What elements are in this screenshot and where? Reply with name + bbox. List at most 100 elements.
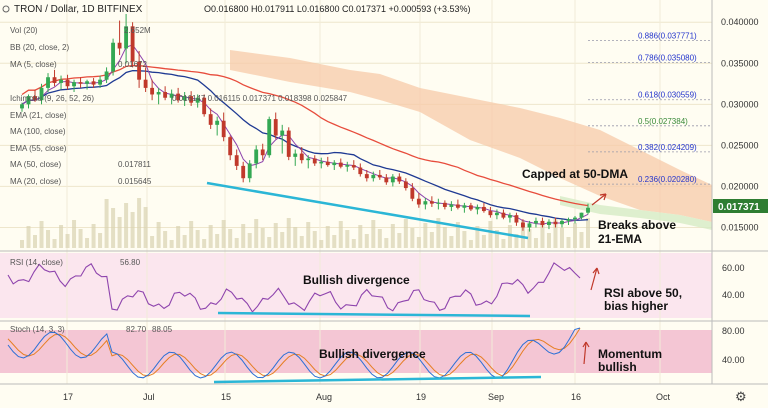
volume-bar [202,239,207,248]
candle-body [325,161,330,166]
candle-body [462,205,467,208]
time-tick-2: 15 [221,392,231,402]
volume-bar [403,219,408,248]
legend-ma5[interactable]: MA (5, close) [10,60,57,69]
legend-ema21[interactable]: EMA (21, close) [10,111,67,120]
fib-label-0: 0.886(0.037771) [638,32,697,41]
cloud-green-area [560,196,712,230]
legend-rsi[interactable]: RSI (14, close) [10,258,63,267]
candle-body [377,174,382,178]
candle-body [501,212,506,218]
legend-ema55[interactable]: EMA (55, close) [10,144,67,153]
candle-body [508,215,512,218]
ma50-line [21,64,589,207]
candle-body [423,201,428,205]
price-tick-2: 0.030000 [721,99,759,109]
collapse-icon[interactable] [2,5,10,13]
volume-bar [46,230,51,248]
volume-bar [455,222,460,248]
volume-bar [189,221,194,248]
candle-body [540,220,545,226]
stoch-k-line [7,327,581,379]
candle-body [573,217,577,220]
settings-gear-icon[interactable]: ⚙ [735,390,747,405]
rsi-line [7,262,581,313]
candle-body [579,212,584,218]
candle-body [247,163,252,179]
annotation-capped: Capped at 50-DMA [522,167,628,181]
price-axis: 0.040000 0.035000 0.030000 0.025000 0.020000… [721,17,759,232]
candle-body [78,82,83,84]
candle-body [586,207,590,213]
candle-body [176,93,181,101]
candle-body [39,87,44,101]
volume-bar [78,229,83,248]
price-tag-label: 0.017371 [718,202,760,213]
candle-body [410,188,415,199]
volume-bar [195,230,200,248]
fib-label-3: 0.5(0.027384) [638,117,688,126]
candle-body [98,79,102,85]
volume-bar [254,219,259,248]
candle-body [319,161,324,164]
volume-bar [221,220,226,248]
stoch-axis-80: 80.00 [722,326,745,336]
stoch-d-line [7,327,581,377]
legend-ma50[interactable]: MA (50, close) [10,160,61,169]
volume-bars [20,198,590,248]
volume-bar [59,225,64,248]
candle-body [436,202,441,204]
time-tick-0: 17 [63,392,73,402]
volume-bar [247,233,252,248]
legend-bb[interactable]: BB (20, close, 2) [10,43,69,52]
candle-body [332,162,337,166]
ma20-line [21,69,589,221]
moving-averages [21,44,589,225]
legend-ma5-val: 0.01672 [118,60,147,69]
volume-bar [527,229,532,248]
candle-body [124,26,129,49]
volume-bar [117,217,122,248]
candle-body [449,204,454,207]
volume-bar [494,230,499,248]
volume-bar [416,237,421,248]
candle-body [169,93,174,98]
legend-ma100[interactable]: MA (100, close) [10,127,66,136]
symbol-title: TRON / Dollar, 1D BITFINEX [14,4,143,15]
volume-bar [364,234,369,248]
candle-body [234,155,239,166]
candle-body [33,96,37,101]
arrow-stoch-head [582,341,590,348]
time-tick-3: Aug [316,392,332,402]
legend-stoch[interactable]: Stoch (14, 3, 3) [10,325,65,334]
volume-bar [481,235,486,248]
fib-label-2: 0.618(0.030559) [638,91,697,100]
annotation-momentum-2: bullish [598,360,637,374]
volume-bar [137,198,142,248]
legend-vol-val: 2.652M [124,26,151,35]
legend-vol[interactable]: Vol (20) [10,26,38,35]
candle-body [130,26,135,62]
candle-body [351,165,356,168]
volume-bar [572,223,577,248]
volume-bar [377,229,382,248]
volume-bar [228,229,233,248]
volume-bar [163,231,168,248]
time-tick-1: Jul [143,392,155,402]
volume-bar [358,225,363,248]
legend-ichimoku[interactable]: Ichimoku (9, 26, 52, 26) [10,94,94,103]
candle-body [189,96,194,103]
legend-ma20[interactable]: MA (20, close) [10,177,61,186]
annotation-breaks-1: Breaks above [598,218,676,232]
candle-body [403,181,408,189]
stoch-axis-40: 40.00 [722,355,745,365]
volume-bar [384,238,389,248]
candle-body [241,165,246,179]
volume-bar [286,218,291,248]
candle-body [52,77,57,83]
volume-bar [280,232,285,248]
volume-bar [507,225,512,248]
candle-body [254,149,259,164]
volume-bar [338,221,343,248]
